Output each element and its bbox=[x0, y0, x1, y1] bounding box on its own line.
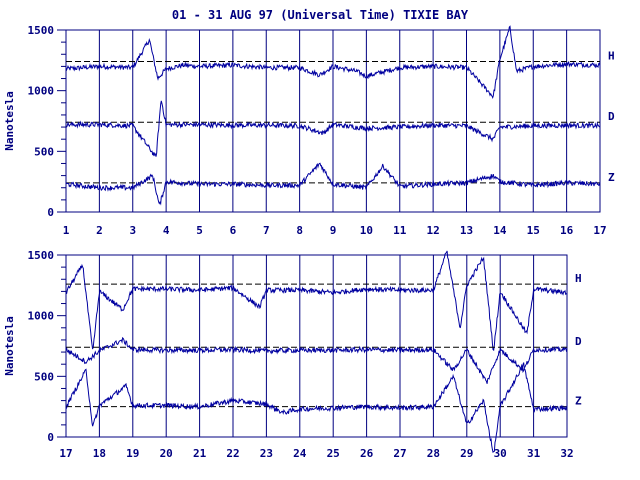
x-tick-label: 23 bbox=[260, 447, 273, 460]
x-tick-label: 24 bbox=[293, 447, 307, 460]
x-tick-label: 4 bbox=[163, 224, 170, 237]
x-tick-label: 14 bbox=[493, 224, 507, 237]
x-tick-label: 26 bbox=[360, 447, 374, 460]
series-line-z bbox=[65, 162, 601, 206]
x-tick-label: 12 bbox=[427, 224, 440, 237]
x-tick-label: 27 bbox=[393, 447, 406, 460]
series-line-d bbox=[65, 100, 601, 157]
series-line-h bbox=[65, 250, 567, 352]
y-tick-label: 0 bbox=[47, 431, 54, 444]
x-tick-label: 32 bbox=[560, 447, 573, 460]
series-line-d bbox=[65, 336, 568, 384]
series-line-z bbox=[65, 362, 568, 453]
x-tick-label: 17 bbox=[59, 447, 72, 460]
x-tick-label: 9 bbox=[330, 224, 337, 237]
series-label-z: Z bbox=[575, 395, 582, 408]
x-tick-label: 18 bbox=[93, 447, 106, 460]
series-label-d: D bbox=[575, 335, 582, 348]
x-tick-label: 16 bbox=[560, 224, 574, 237]
x-tick-label: 5 bbox=[196, 224, 203, 237]
y-tick-label: 0 bbox=[47, 206, 54, 219]
x-tick-label: 8 bbox=[296, 224, 303, 237]
x-tick-label: 19 bbox=[126, 447, 139, 460]
series-label-d: D bbox=[608, 110, 615, 123]
y-tick-label: 500 bbox=[34, 370, 54, 383]
series-line-h bbox=[65, 25, 601, 99]
x-tick-label: 17 bbox=[593, 224, 606, 237]
x-tick-label: 15 bbox=[527, 224, 540, 237]
x-tick-label: 1 bbox=[63, 224, 70, 237]
y-tick-label: 1500 bbox=[28, 249, 55, 262]
chart-panel-top: 1 2 3 4 5 6 7 8 9 10 11 12 13 14 15 16 17050010001500Nan… bbox=[3, 24, 615, 237]
plot-frame bbox=[65, 254, 568, 438]
x-tick-label: 13 bbox=[460, 224, 473, 237]
x-tick-label: 20 bbox=[160, 447, 173, 460]
chart-panel-bottom: 17 18 19 20 21 22 23 24 25 26 27 28 29 30 31 32 0 500 1000… bbox=[3, 249, 582, 460]
x-tick-label: 7 bbox=[263, 224, 270, 237]
y-axis-label: Nanotesla bbox=[3, 91, 16, 151]
y-tick-label: 1000 bbox=[28, 310, 55, 323]
x-tick-label: 10 bbox=[360, 224, 373, 237]
x-tick-label: 21 bbox=[193, 447, 207, 460]
y-tick-label: 1500 bbox=[28, 24, 55, 37]
chart-title: 01 - 31 AUG 97 (Universal Time) TIXIE BA… bbox=[171, 8, 469, 22]
y-axis-label: Nanotesla bbox=[3, 316, 16, 376]
y-tick-label: 1000 bbox=[28, 85, 55, 98]
x-tick-label: 3 bbox=[129, 224, 136, 237]
x-tick-label: 31 bbox=[527, 447, 541, 460]
y-tick-label: 500 bbox=[34, 145, 54, 158]
x-tick-label: 29 bbox=[460, 447, 473, 460]
x-tick-label: 6 bbox=[230, 224, 237, 237]
x-tick-label: 30 bbox=[494, 447, 507, 460]
series-label-h: H bbox=[608, 50, 615, 63]
series-label-h: H bbox=[575, 272, 582, 285]
x-tick-label: 28 bbox=[427, 447, 440, 460]
x-tick-label: 11 bbox=[393, 224, 407, 237]
series-label-z: Z bbox=[608, 171, 615, 184]
x-tick-label: 25 bbox=[327, 447, 340, 460]
x-tick-label: 2 bbox=[96, 224, 103, 237]
x-tick-label: 22 bbox=[226, 447, 239, 460]
